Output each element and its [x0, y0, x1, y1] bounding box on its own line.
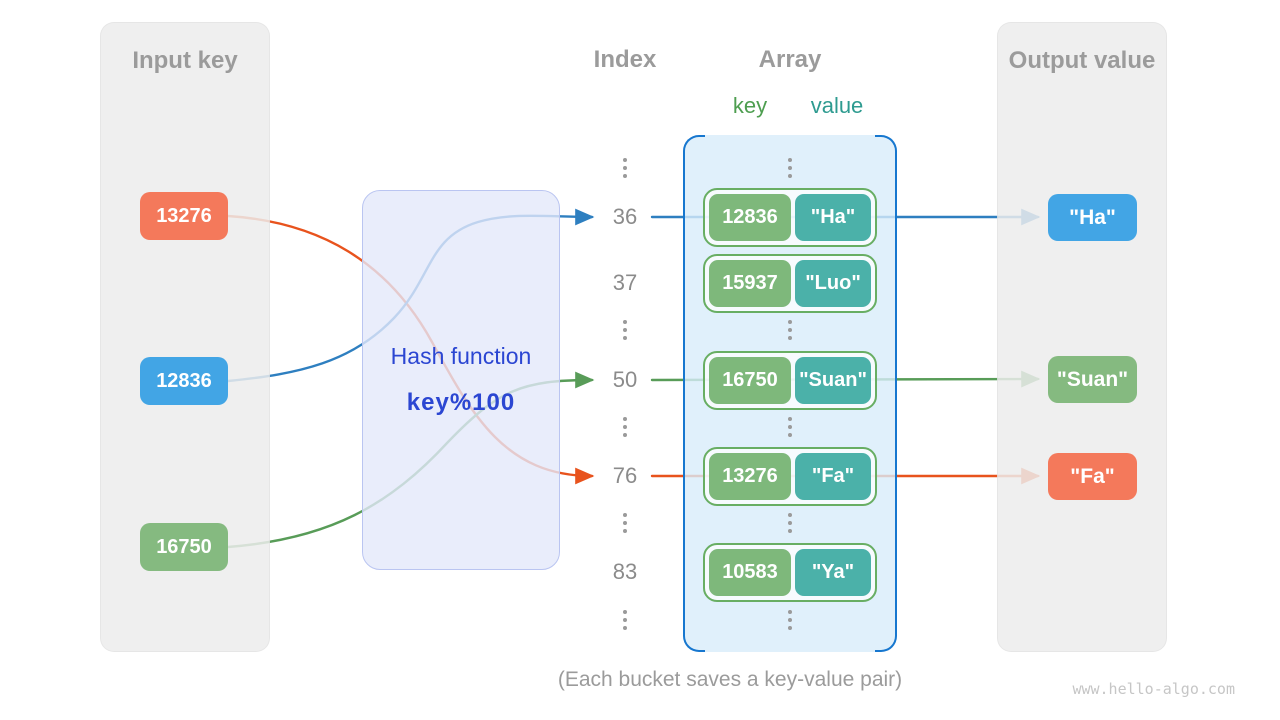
- vertical-ellipsis-icon: [623, 610, 627, 630]
- array-bracket-right-icon: [875, 135, 897, 652]
- bucket-pair-row: 12836 "Ha": [703, 188, 877, 247]
- index-column-title: Index: [593, 46, 657, 73]
- bucket-pair-row: 13276 "Fa": [703, 447, 877, 506]
- bucket-pair-row: 15937 "Luo": [703, 254, 877, 313]
- value-column-label: value: [810, 93, 864, 118]
- pair-key: 12836: [709, 194, 791, 241]
- index-value: 36: [612, 204, 638, 229]
- output-value-panel: Output value: [997, 22, 1167, 652]
- hash-function-box: Hash function key%100: [362, 190, 560, 570]
- pair-key: 15937: [709, 260, 791, 307]
- input-key-box: 13276: [140, 192, 228, 240]
- vertical-ellipsis-icon: [788, 158, 792, 178]
- index-value: 50: [612, 367, 638, 392]
- pair-value: "Ha": [795, 194, 871, 241]
- output-value-box: "Suan": [1048, 356, 1137, 403]
- site-watermark: www.hello-algo.com: [1072, 680, 1235, 698]
- array-column-title: Array: [758, 46, 822, 73]
- diagram-caption: (Each bucket saves a key-value pair): [557, 668, 903, 691]
- pair-key: 16750: [709, 357, 791, 404]
- vertical-ellipsis-icon: [788, 320, 792, 340]
- vertical-ellipsis-icon: [623, 417, 627, 437]
- vertical-ellipsis-icon: [623, 320, 627, 340]
- vertical-ellipsis-icon: [623, 513, 627, 533]
- array-bracket-left-icon: [683, 135, 705, 652]
- output-value-title: Output value: [1008, 47, 1156, 74]
- index-value: 37: [612, 270, 638, 295]
- index-value: 76: [612, 463, 638, 488]
- vertical-ellipsis-icon: [788, 610, 792, 630]
- key-column-label: key: [732, 93, 768, 118]
- pair-value: "Fa": [795, 453, 871, 500]
- index-value: 83: [612, 559, 638, 584]
- pair-value: "Suan": [795, 357, 871, 404]
- input-key-title: Input key: [132, 47, 238, 74]
- input-key-box: 16750: [140, 523, 228, 571]
- pair-key: 13276: [709, 453, 791, 500]
- vertical-ellipsis-icon: [788, 513, 792, 533]
- pair-value: "Ya": [795, 549, 871, 596]
- hash-function-label: Hash function: [390, 343, 532, 369]
- output-value-box: "Ha": [1048, 194, 1137, 241]
- pair-value: "Luo": [795, 260, 871, 307]
- hash-formula: key%100: [406, 389, 516, 416]
- pair-key: 10583: [709, 549, 791, 596]
- bucket-pair-row: 10583 "Ya": [703, 543, 877, 602]
- vertical-ellipsis-icon: [623, 158, 627, 178]
- output-value-box: "Fa": [1048, 453, 1137, 500]
- input-key-box: 12836: [140, 357, 228, 405]
- bucket-pair-row: 16750 "Suan": [703, 351, 877, 410]
- vertical-ellipsis-icon: [788, 417, 792, 437]
